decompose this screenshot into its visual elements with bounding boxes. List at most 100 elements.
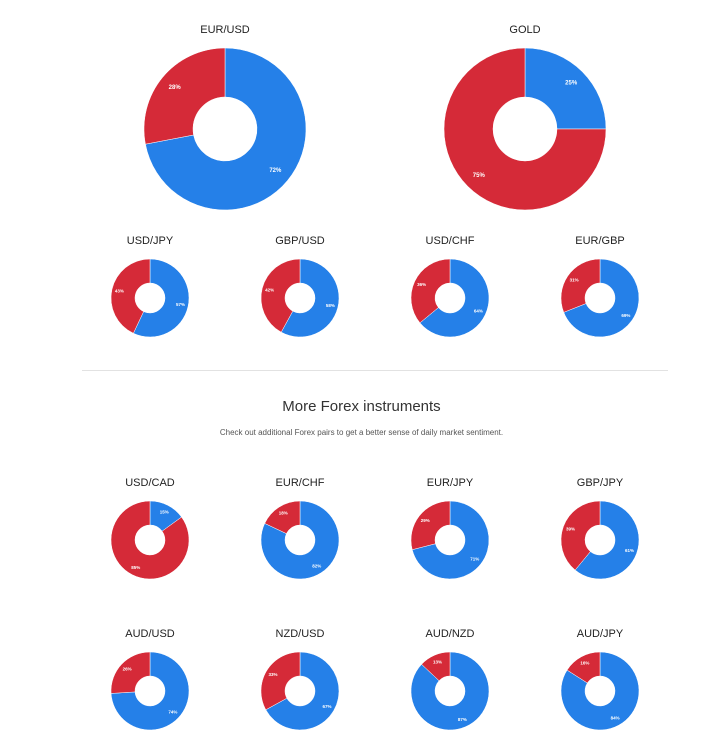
slice-long[interactable] (265, 651, 340, 731)
slice-short[interactable] (421, 651, 451, 682)
slice-short[interactable] (110, 651, 151, 694)
donut-chart-eur-chf: EUR/CHF 82% 18% (225, 477, 375, 581)
slice-label-short: 85% (131, 565, 140, 570)
chart-title: NZD/USD (275, 628, 325, 640)
chart-title: GOLD (509, 24, 541, 36)
slice-label-short: 13% (433, 659, 442, 664)
slice-long[interactable] (280, 258, 340, 338)
chart-title: AUD/JPY (576, 628, 624, 640)
slice-label-short: 33% (269, 672, 278, 677)
section-title: More Forex instruments (282, 398, 441, 415)
donut-chart-nzd-usd: NZD/USD 67% 33% (225, 628, 375, 732)
slice-label-long: 25% (565, 80, 578, 86)
slice-long[interactable] (260, 500, 340, 580)
slice-short[interactable] (260, 651, 301, 711)
slice-label-short: 28% (169, 85, 182, 91)
slice-label-long: 72% (269, 168, 282, 174)
slice-label-long: 57% (176, 302, 185, 307)
slice-label-long: 15% (160, 509, 169, 514)
donut-chart-usd-chf: USD/CHF 64% 36% (375, 235, 525, 339)
slice-label-long: 71% (470, 556, 479, 561)
slice-short[interactable] (110, 258, 151, 334)
slice-long[interactable] (410, 651, 490, 731)
donut-chart-aud-nzd: AUD/NZD 87% 13% (375, 628, 525, 732)
chart-title: USD/CHF (425, 235, 475, 247)
slice-short[interactable] (143, 47, 226, 145)
slice-label-long: 67% (322, 704, 331, 709)
slice-long[interactable] (133, 258, 190, 338)
donut-svg: 82% 18% (260, 500, 340, 580)
donut-chart-eur-gbp: EUR/GBP 69% 31% (525, 235, 675, 339)
donut-svg: 25% 75% (443, 47, 607, 211)
chart-title: EUR/GBP (575, 235, 625, 247)
slice-long[interactable] (574, 500, 640, 580)
slice-short[interactable] (264, 500, 301, 534)
slice-label-long: 84% (611, 716, 620, 721)
chart-title: USD/CAD (125, 477, 175, 489)
donut-chart-aud-jpy: AUD/JPY 84% 16% (525, 628, 675, 732)
donut-chart-gbp-jpy: GBP/JPY 61% 39% (525, 477, 675, 581)
slice-label-short: 36% (417, 282, 426, 287)
slice-label-long: 69% (621, 313, 630, 318)
donut-svg: 71% 29% (410, 500, 490, 580)
donut-chart-eur-usd: EUR/USD 72% 28% (143, 24, 307, 212)
slice-label-long: 58% (326, 303, 335, 308)
chart-title: AUD/NZD (425, 628, 475, 640)
slice-label-short: 31% (570, 278, 579, 283)
donut-svg: 74% 26% (110, 651, 190, 731)
slice-long[interactable] (110, 651, 190, 731)
slice-label-long: 64% (474, 309, 483, 314)
donut-svg: 69% 31% (560, 258, 640, 338)
slice-short[interactable] (410, 258, 451, 324)
donut-chart-gbp-usd: GBP/USD 58% 42% (225, 235, 375, 339)
donut-svg: 57% 43% (110, 258, 190, 338)
donut-svg: 64% 36% (410, 258, 490, 338)
chart-title: EUR/JPY (426, 477, 474, 489)
slice-long[interactable] (563, 258, 640, 338)
slice-short[interactable] (443, 47, 607, 211)
slice-label-short: 75% (473, 173, 486, 179)
donut-chart-usd-cad: USD/CAD 15% 85% (75, 477, 225, 581)
donut-svg: 72% 28% (143, 47, 307, 211)
donut-svg: 87% 13% (410, 651, 490, 731)
slice-label-short: 39% (566, 527, 575, 532)
slice-label-long: 74% (168, 710, 177, 715)
chart-title: AUD/USD (125, 628, 175, 640)
slice-label-long: 87% (458, 717, 467, 722)
chart-title: GBP/USD (275, 235, 325, 247)
slice-label-long: 82% (312, 564, 321, 569)
donut-svg: 67% 33% (260, 651, 340, 731)
slice-label-short: 18% (279, 511, 288, 516)
slice-short[interactable] (566, 651, 601, 684)
slice-label-short: 43% (115, 288, 124, 293)
slice-short[interactable] (410, 500, 451, 551)
chart-title: EUR/USD (200, 24, 250, 36)
slice-short[interactable] (110, 500, 190, 580)
donut-svg: 15% 85% (110, 500, 190, 580)
donut-chart-gold: GOLD 25% 75% (443, 24, 607, 212)
section-subtitle: Check out additional Forex pairs to get … (219, 428, 504, 437)
donut-chart-eur-jpy: EUR/JPY 71% 29% (375, 477, 525, 581)
donut-svg: 58% 42% (260, 258, 340, 338)
chart-title: EUR/CHF (275, 477, 325, 489)
slice-short[interactable] (560, 500, 601, 571)
chart-title: GBP/JPY (576, 477, 624, 489)
slice-label-short: 42% (265, 287, 274, 292)
slice-short[interactable] (560, 258, 601, 313)
slice-label-long: 61% (625, 548, 634, 553)
slice-long[interactable] (419, 258, 490, 338)
donut-svg: 61% 39% (560, 500, 640, 580)
slice-label-short: 26% (123, 667, 132, 672)
donut-chart-aud-usd: AUD/USD 74% 26% (75, 628, 225, 732)
slice-long[interactable] (524, 47, 607, 130)
slice-long[interactable] (411, 500, 490, 580)
slice-short[interactable] (260, 258, 301, 333)
chart-title: USD/JPY (126, 235, 174, 247)
slice-label-short: 16% (580, 661, 589, 666)
slice-long[interactable] (560, 651, 640, 731)
donut-chart-usd-jpy: USD/JPY 57% 43% (75, 235, 225, 339)
section-divider (82, 370, 668, 371)
slice-label-short: 29% (421, 518, 430, 523)
slice-long[interactable] (145, 47, 307, 211)
donut-svg: 84% 16% (560, 651, 640, 731)
